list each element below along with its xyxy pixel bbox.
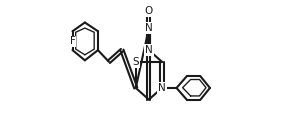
Text: N: N: [145, 45, 153, 55]
Text: O: O: [145, 6, 153, 16]
Text: N: N: [145, 23, 153, 33]
Text: F: F: [70, 36, 75, 46]
Text: N: N: [158, 83, 166, 93]
Text: S: S: [132, 57, 139, 67]
